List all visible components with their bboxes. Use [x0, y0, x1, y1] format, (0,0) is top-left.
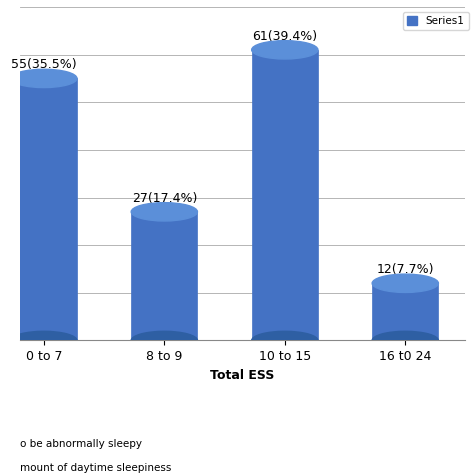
Bar — [372, 283, 438, 340]
Ellipse shape — [252, 331, 318, 350]
Ellipse shape — [252, 41, 318, 59]
Text: 12(7.7%): 12(7.7%) — [376, 263, 434, 276]
Bar — [11, 78, 77, 340]
Text: 27(17.4%): 27(17.4%) — [132, 191, 197, 205]
Text: 55(35.5%): 55(35.5%) — [11, 58, 77, 71]
Ellipse shape — [11, 331, 77, 350]
Ellipse shape — [131, 203, 198, 221]
Legend: Series1: Series1 — [402, 12, 469, 30]
Text: mount of daytime sleepiness: mount of daytime sleepiness — [20, 463, 172, 473]
Ellipse shape — [372, 274, 438, 292]
Bar — [131, 212, 198, 340]
Ellipse shape — [11, 69, 77, 88]
Ellipse shape — [131, 331, 198, 350]
Bar — [252, 50, 318, 340]
Text: o be abnormally sleepy: o be abnormally sleepy — [20, 439, 142, 449]
Ellipse shape — [372, 331, 438, 350]
X-axis label: Total ESS: Total ESS — [210, 369, 275, 382]
Text: 61(39.4%): 61(39.4%) — [252, 30, 318, 43]
